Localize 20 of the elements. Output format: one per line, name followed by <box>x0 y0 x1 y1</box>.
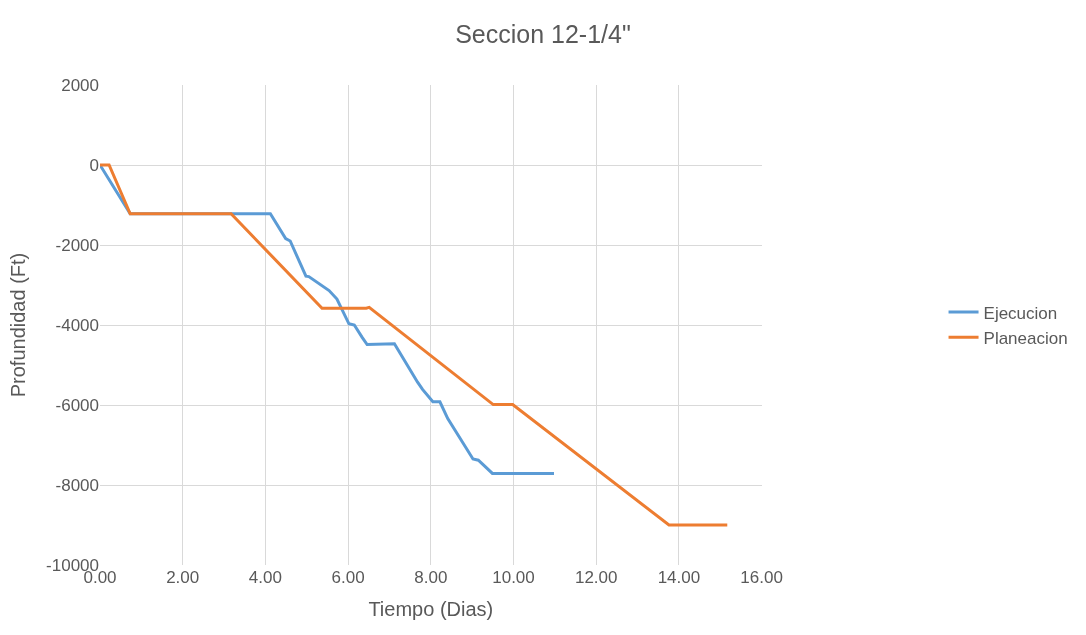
legend-label: Planeacion <box>983 328 1068 348</box>
y-tick-label: -2000 <box>55 235 99 255</box>
x-tick-label: 8.00 <box>414 568 448 587</box>
y-tick-label: -6000 <box>55 395 99 415</box>
x-tick-label: 4.00 <box>248 568 282 587</box>
y-tick-label: 0 <box>89 155 99 175</box>
y-tick-label: -8000 <box>55 475 99 495</box>
x-tick-label: 12.00 <box>574 568 618 587</box>
x-tick-label: 6.00 <box>331 568 365 587</box>
y-tick-label: -4000 <box>55 315 99 335</box>
x-tick-label: 16.00 <box>740 568 783 587</box>
y-tick-label: 2000 <box>61 75 99 95</box>
chart-title: Seccion 12-1/4" <box>455 19 631 48</box>
x-tick-label: 10.00 <box>492 568 535 587</box>
x-tick-label: 14.00 <box>657 568 701 587</box>
x-tick-label: 2.00 <box>166 568 200 587</box>
x-axis-title: Tiempo (Dias) <box>368 597 494 620</box>
legend-label: Ejecucion <box>983 303 1058 323</box>
y-axis-title: Profundidad (Ft) <box>6 252 29 398</box>
line-series <box>100 163 729 527</box>
